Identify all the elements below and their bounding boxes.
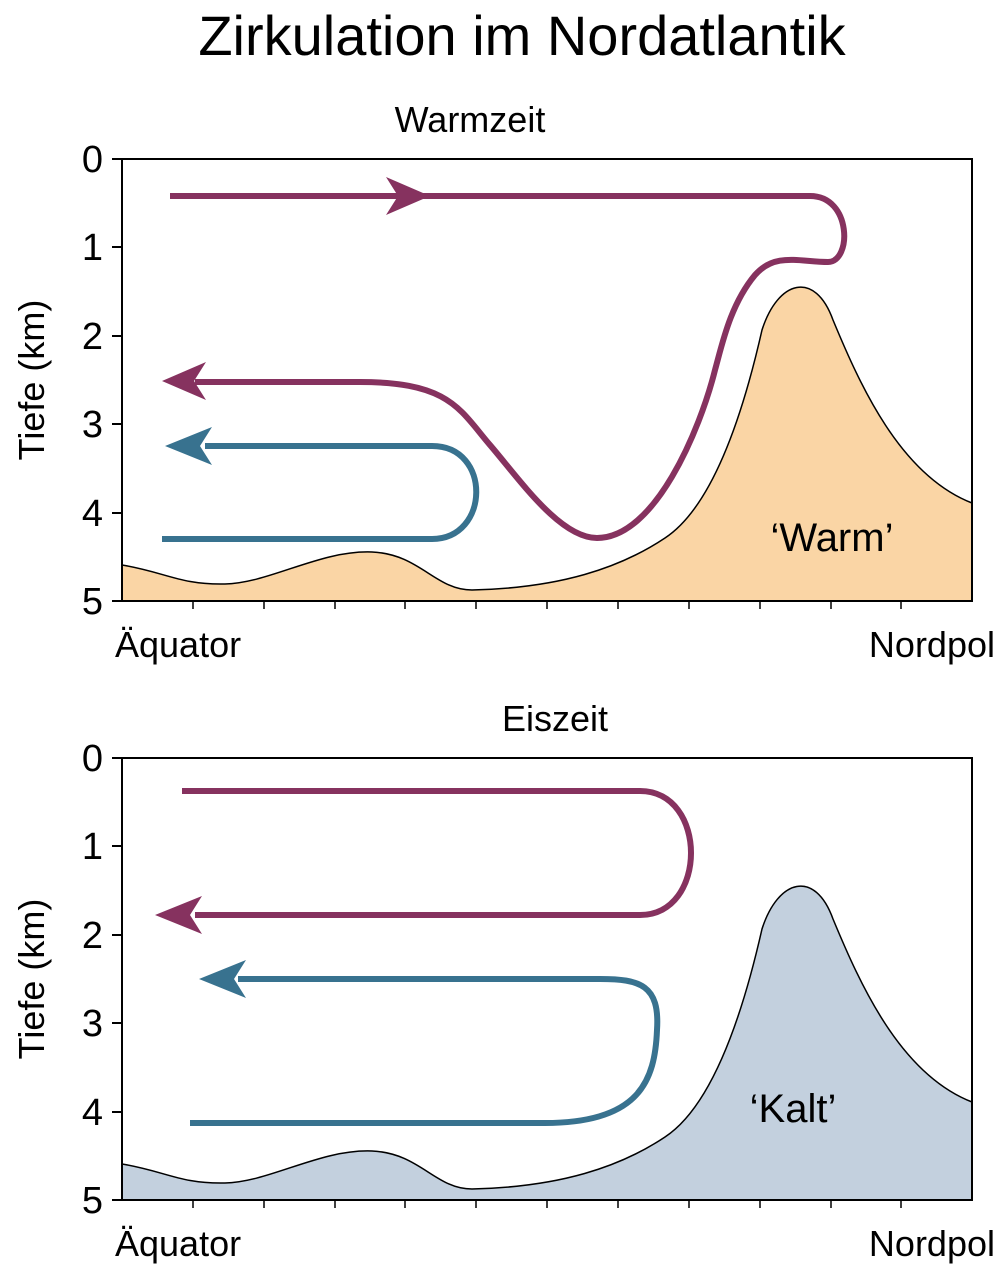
panel-warmzeit: Warmzeit 0 1 2 3 4 5 Tiefe (km)	[11, 99, 995, 665]
panel-subtitle: Warmzeit	[395, 99, 546, 140]
y-tick-label: 5	[82, 1180, 103, 1222]
arrowhead-westward-icon	[199, 960, 246, 998]
arrowhead-westward-icon	[165, 427, 212, 465]
y-tick-label: 1	[82, 227, 103, 269]
y-tick-label: 3	[82, 1003, 103, 1045]
x-label-right: Nordpol	[869, 624, 995, 665]
upper-circulation-path	[170, 193, 848, 541]
y-tick-label: 2	[82, 915, 103, 957]
x-axis: Äquator Nordpol	[115, 601, 995, 665]
upper-circulation-path	[182, 788, 694, 918]
deep-circulation-path	[162, 443, 480, 542]
y-tick-label: 2	[82, 316, 103, 358]
arrowhead-westward-icon	[162, 362, 206, 400]
x-label-right: Nordpol	[869, 1223, 995, 1264]
y-axis: 0 1 2 3 4 5 Tiefe (km)	[11, 738, 122, 1222]
x-label-left: Äquator	[115, 624, 241, 665]
arrowhead-eastward-icon	[386, 177, 430, 215]
y-tick-label: 4	[82, 1092, 103, 1134]
x-axis: Äquator Nordpol	[115, 1200, 995, 1264]
panel-eiszeit: Eiszeit 0 1 2 3 4 5 Tiefe (km)	[11, 698, 995, 1264]
y-tick-label: 3	[82, 404, 103, 446]
y-tick-label: 5	[82, 581, 103, 623]
seafloor-profile	[121, 885, 973, 1201]
x-label-left: Äquator	[115, 1223, 241, 1264]
seafloor-profile	[121, 286, 973, 602]
y-tick-label: 0	[82, 738, 103, 780]
y-tick-label: 0	[82, 139, 103, 181]
figure-title: Zirkulation im Nordatlantik	[198, 4, 846, 67]
y-tick-label: 4	[82, 493, 103, 535]
y-axis: 0 1 2 3 4 5 Tiefe (km)	[11, 139, 122, 623]
y-axis-label: Tiefe (km)	[11, 899, 52, 1060]
y-tick-label: 1	[82, 826, 103, 868]
panel-subtitle: Eiszeit	[502, 698, 608, 739]
deep-circulation-path	[190, 976, 661, 1126]
arrowhead-westward-icon	[155, 896, 202, 934]
y-axis-label: Tiefe (km)	[11, 300, 52, 461]
seafloor-label: ‘Warm’	[771, 516, 894, 560]
seafloor-label: ‘Kalt’	[750, 1087, 837, 1131]
